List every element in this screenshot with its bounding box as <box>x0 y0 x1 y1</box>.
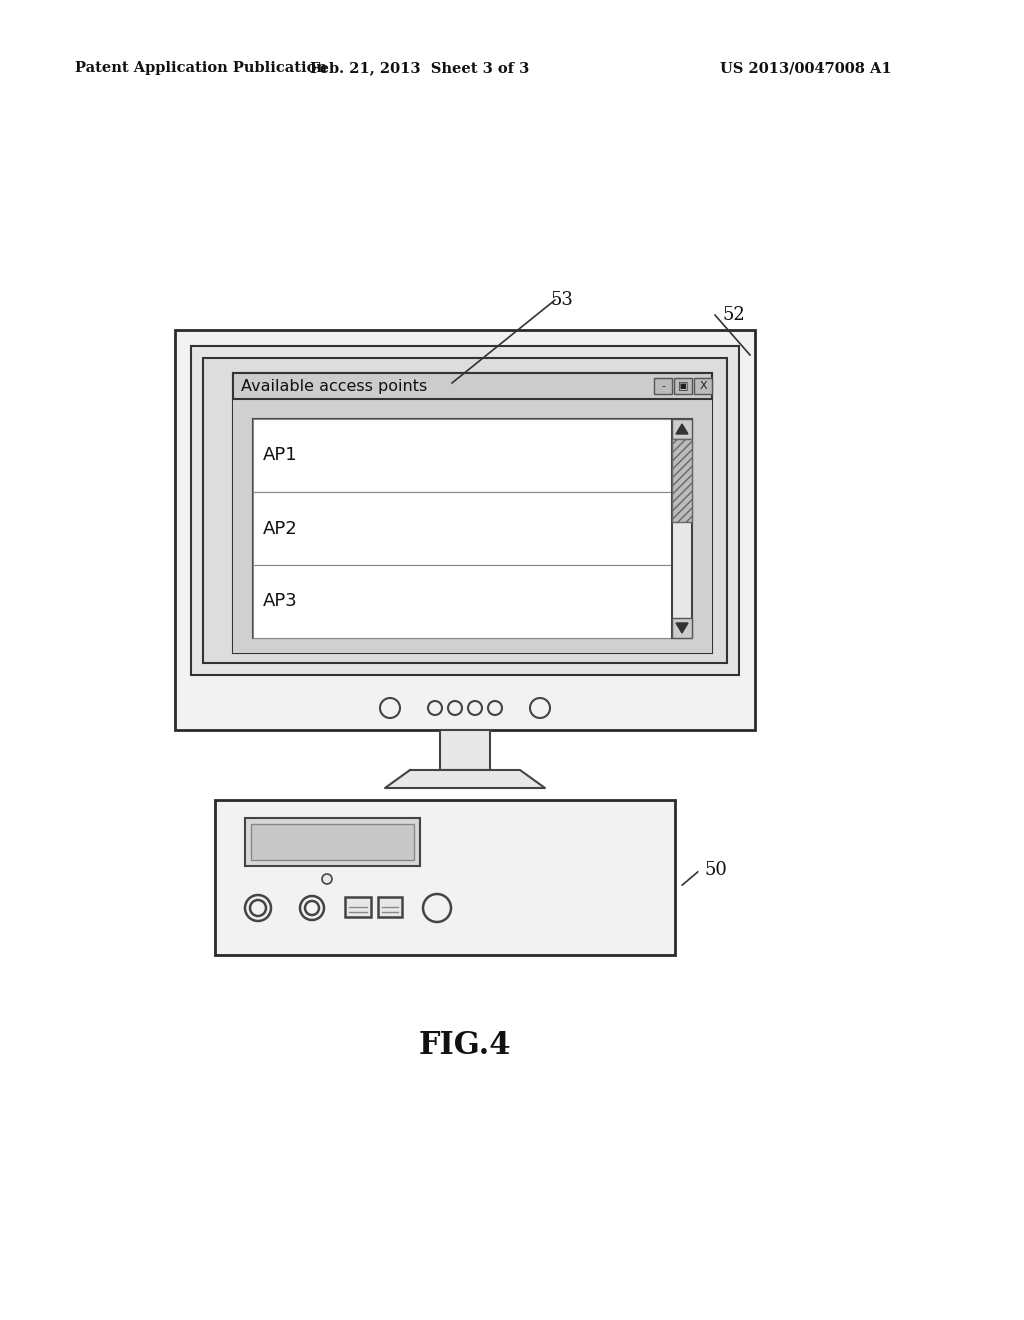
Text: ▣: ▣ <box>678 381 688 391</box>
Bar <box>215 800 675 954</box>
Bar <box>654 378 672 393</box>
Bar <box>378 898 402 917</box>
Bar <box>694 378 712 393</box>
Text: X: X <box>699 381 707 391</box>
Circle shape <box>322 874 332 884</box>
Polygon shape <box>385 770 545 788</box>
Bar <box>251 824 414 861</box>
Text: AP2: AP2 <box>263 520 298 537</box>
Text: 53: 53 <box>550 290 572 309</box>
Bar <box>191 346 739 675</box>
Text: Patent Application Publication: Patent Application Publication <box>75 61 327 75</box>
Bar <box>253 565 672 638</box>
Text: Feb. 21, 2013  Sheet 3 of 3: Feb. 21, 2013 Sheet 3 of 3 <box>310 61 529 75</box>
Text: AP3: AP3 <box>263 593 298 610</box>
Bar <box>233 374 712 653</box>
Text: 52: 52 <box>723 306 745 323</box>
Text: Available access points: Available access points <box>241 379 427 393</box>
Polygon shape <box>676 623 688 634</box>
Bar <box>175 330 755 730</box>
Bar <box>345 898 371 917</box>
Bar <box>672 418 692 440</box>
Bar <box>672 440 692 521</box>
Bar <box>245 818 420 866</box>
Bar <box>253 418 672 492</box>
Text: 50: 50 <box>705 861 728 879</box>
Text: US 2013/0047008 A1: US 2013/0047008 A1 <box>720 61 892 75</box>
Bar <box>233 399 712 653</box>
Text: -: - <box>662 381 665 391</box>
Bar <box>233 374 712 399</box>
Bar <box>672 618 692 638</box>
Polygon shape <box>676 424 688 434</box>
Text: AP1: AP1 <box>263 446 298 465</box>
Bar <box>674 378 692 393</box>
Bar <box>203 358 727 663</box>
Bar <box>672 418 692 638</box>
Bar <box>440 730 490 770</box>
Bar <box>253 418 672 638</box>
Text: FIG.4: FIG.4 <box>419 1030 511 1060</box>
Bar <box>253 492 672 565</box>
